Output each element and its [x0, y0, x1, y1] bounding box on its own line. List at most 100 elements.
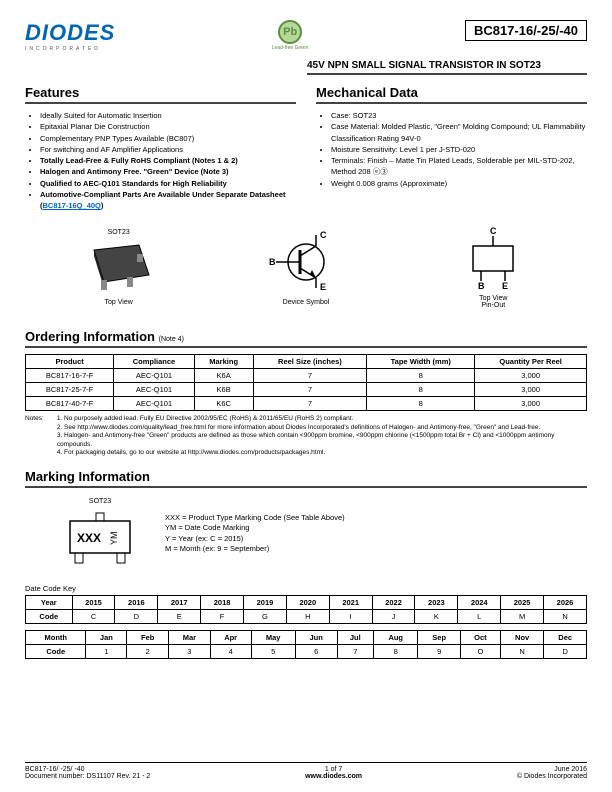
- feature-item: Halogen and Antimony Free. "Green" Devic…: [40, 166, 296, 177]
- logo-text: DIODES: [25, 20, 115, 46]
- table-cell: BC817-25-7-F: [26, 383, 114, 397]
- marking-sot23-label: SOT23: [55, 498, 145, 505]
- pinout-sub-label: Pin-Out: [453, 302, 533, 309]
- row-label: Code: [26, 610, 73, 624]
- svg-text:C: C: [490, 226, 497, 236]
- table-cell: N: [544, 610, 587, 624]
- svg-text:B: B: [478, 281, 485, 291]
- table-cell: 2016: [115, 596, 158, 610]
- svg-text:E: E: [502, 281, 508, 291]
- ordering-header: Product: [26, 355, 114, 369]
- table-cell: Mar: [169, 631, 211, 645]
- table-cell: O: [460, 645, 500, 659]
- marking-title: Marking Information: [25, 469, 587, 488]
- marking-desc-line: M = Month (ex: 9 = September): [165, 544, 345, 555]
- ordering-notes: Notes: 1. No purposely added lead. Fully…: [25, 415, 587, 457]
- table-cell: 2023: [415, 596, 458, 610]
- table-cell: Aug: [374, 631, 418, 645]
- table-cell: Oct: [460, 631, 500, 645]
- table-row: BC817-40-7-FAEC-Q101K6C783,000: [26, 397, 587, 411]
- table-cell: 3,000: [475, 369, 587, 383]
- table-cell: J: [372, 610, 415, 624]
- table-cell: K6A: [194, 369, 253, 383]
- table-row: Code123456789OND: [26, 645, 587, 659]
- sot23-label: SOT23: [79, 229, 159, 236]
- footer-page: 1 of 7: [305, 766, 362, 773]
- marking-diagram: SOT23 XXX YM: [55, 498, 145, 569]
- transistor-symbol-icon: B C E: [266, 230, 346, 295]
- footer-left: BC817-16/ -25/ -40 Document number: DS11…: [25, 766, 150, 780]
- ordering-title-text: Ordering Information: [25, 329, 155, 344]
- page-subtitle: 45V NPN SMALL SIGNAL TRANSISTOR IN SOT23: [307, 60, 587, 75]
- table-cell: 2015: [72, 596, 115, 610]
- table-cell: AEC-Q101: [114, 383, 194, 397]
- features-section: Features Ideally Suited for Automatic In…: [25, 85, 296, 211]
- mechanical-item: Case Material: Molded Plastic, "Green" M…: [331, 121, 587, 144]
- mechanical-item: Case: SOT23: [331, 110, 587, 121]
- pb-text: Lead-free Green: [272, 45, 309, 51]
- ordering-table: ProductComplianceMarkingReel Size (inche…: [25, 354, 587, 411]
- marking-description: XXX = Product Type Marking Code (See Tab…: [165, 513, 345, 555]
- table-cell: 8: [367, 369, 475, 383]
- note-line: 3. Halogen- and Antimony-free "Green" pr…: [57, 432, 577, 449]
- footer: BC817-16/ -25/ -40 Document number: DS11…: [25, 762, 587, 780]
- row-label: Year: [26, 596, 73, 610]
- footer-part: BC817-16/ -25/ -40: [25, 766, 150, 773]
- table-cell: 6: [295, 645, 337, 659]
- pinout-diagram: C B E Top View Pin-Out: [453, 226, 533, 309]
- date-code-key-label: Date Code Key: [25, 584, 587, 593]
- feature-item: For switching and AF Amplifier Applicati…: [40, 144, 296, 155]
- table-row: BC817-16-7-FAEC-Q101K6A783,000: [26, 369, 587, 383]
- footer-copyright: © Diodes Incorporated: [517, 773, 587, 780]
- mechanical-list: Case: SOT23Case Material: Molded Plastic…: [316, 110, 587, 189]
- svg-text:E: E: [320, 282, 326, 292]
- table-cell: 5: [251, 645, 295, 659]
- svg-text:XXX: XXX: [77, 531, 101, 545]
- table-row: CodeCDEFGHIJKLMN: [26, 610, 587, 624]
- table-row: BC817-25-7-FAEC-Q101K6B783,000: [26, 383, 587, 397]
- table-cell: 7: [253, 369, 367, 383]
- pb-badge: Pb Lead-free Green: [272, 20, 309, 51]
- pinout-top-label: Top View: [453, 295, 533, 302]
- feature-item: Epitaxial Planar Die Construction: [40, 121, 296, 132]
- marking-row: SOT23 XXX YM XXX = Product Type Marking …: [55, 498, 587, 569]
- table-cell: 3: [169, 645, 211, 659]
- table-cell: G: [244, 610, 287, 624]
- footer-date: June 2016: [517, 766, 587, 773]
- header: DIODES INCORPORATED Pb Lead-free Green B…: [25, 20, 587, 52]
- device-symbol-label: Device Symbol: [266, 299, 346, 306]
- table-cell: K6B: [194, 383, 253, 397]
- table-cell: K: [415, 610, 458, 624]
- mechanical-item: Weight 0.008 grams (Approximate): [331, 178, 587, 189]
- table-cell: 2017: [158, 596, 201, 610]
- footer-url: www.diodes.com: [305, 773, 362, 780]
- mechanical-section: Mechanical Data Case: SOT23Case Material…: [316, 85, 587, 211]
- table-cell: N: [500, 645, 543, 659]
- table-cell: I: [329, 610, 372, 624]
- subtitle-row: 45V NPN SMALL SIGNAL TRANSISTOR IN SOT23: [25, 60, 587, 75]
- table-cell: 8: [367, 383, 475, 397]
- table-cell: C: [72, 610, 115, 624]
- table-cell: E: [158, 610, 201, 624]
- row-label: Code: [26, 645, 86, 659]
- table-cell: Dec: [544, 631, 587, 645]
- datasheet-link[interactable]: BC817-16Q_40Q: [43, 201, 101, 210]
- ordering-header: Compliance: [114, 355, 194, 369]
- part-number-box: BC817-16/-25/-40: [465, 20, 587, 41]
- table-cell: 2026: [544, 596, 587, 610]
- table-cell: 3,000: [475, 383, 587, 397]
- table-cell: BC817-16-7-F: [26, 369, 114, 383]
- table-cell: 2: [127, 645, 169, 659]
- footer-right: June 2016 © Diodes Incorporated: [517, 766, 587, 780]
- table-cell: Jan: [86, 631, 127, 645]
- feature-item: Totally Lead-Free & Fully RoHS Compliant…: [40, 155, 296, 166]
- svg-text:YM: YM: [109, 532, 119, 546]
- feature-item: Complementary PNP Types Available (BC807…: [40, 133, 296, 144]
- logo: DIODES INCORPORATED: [25, 20, 115, 52]
- symbol-diagram: B C E Device Symbol: [266, 230, 346, 306]
- ordering-note-suffix: (Note 4): [159, 336, 184, 343]
- pinout-icon: C B E: [453, 226, 533, 291]
- row-label: Month: [26, 631, 86, 645]
- marking-desc-line: Y = Year (ex: C = 2015): [165, 534, 345, 545]
- table-cell: 7: [253, 383, 367, 397]
